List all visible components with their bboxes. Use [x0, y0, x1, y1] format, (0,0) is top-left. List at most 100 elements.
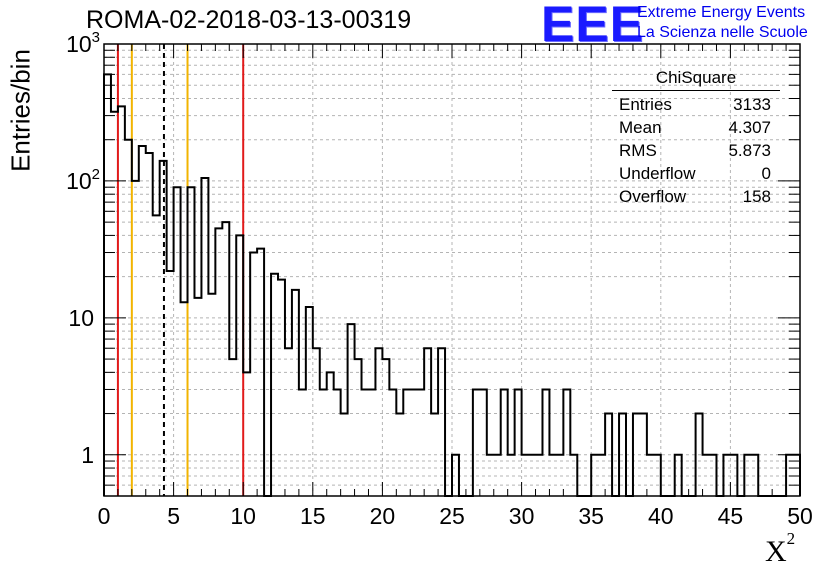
histogram-bin	[452, 455, 459, 496]
histogram-bin	[153, 215, 160, 496]
histogram-bin	[389, 389, 396, 496]
stats-row-entries: Entries 3133	[612, 93, 780, 116]
stats-label: Overflow	[619, 187, 687, 206]
histogram-bin	[529, 455, 536, 496]
histogram-bin	[696, 414, 703, 496]
stats-title: ChiSquare	[612, 68, 780, 91]
stats-label: Mean	[619, 118, 662, 137]
histogram-bin	[250, 253, 257, 496]
histogram-bin	[194, 298, 201, 496]
x-tick-label: 0	[98, 503, 111, 529]
histogram-bin	[278, 280, 285, 496]
histogram-bin	[271, 274, 278, 496]
histogram-bin	[598, 455, 605, 496]
stats-value: 5.873	[728, 141, 771, 160]
stats-box: ChiSquare Entries 3133 Mean 4.307 RMS 5.873…	[612, 68, 780, 208]
x-axis-label-base: X	[765, 535, 787, 568]
histogram-bin	[522, 455, 529, 496]
histogram-bin	[292, 290, 299, 496]
histogram-bin	[257, 249, 264, 496]
x-tick-label: 20	[370, 503, 396, 529]
histogram-bin	[320, 389, 327, 496]
histogram-bin	[167, 271, 174, 496]
histogram-bin	[403, 389, 410, 496]
histogram-bin	[515, 389, 522, 496]
y-tick-label: 1	[81, 442, 94, 468]
histogram-bin	[640, 414, 647, 496]
x-axis-label: X2	[765, 529, 795, 569]
histogram-bin	[563, 389, 570, 496]
histogram-bin	[647, 455, 654, 496]
stats-label: RMS	[619, 141, 657, 160]
histogram-bin	[243, 372, 250, 496]
histogram-bin	[313, 348, 320, 496]
histogram-bin	[222, 222, 229, 496]
histogram-bin	[654, 455, 661, 496]
histogram-bin	[424, 348, 431, 496]
stats-row-mean: Mean 4.307	[612, 116, 780, 139]
histogram-bin	[723, 455, 730, 496]
histogram-bin	[160, 161, 167, 496]
histogram-bin	[146, 153, 153, 496]
x-tick-label: 25	[439, 503, 465, 529]
histogram-bin	[730, 455, 737, 496]
histogram-bin	[104, 74, 111, 496]
histogram-bin	[473, 389, 480, 496]
histogram-bin	[710, 455, 717, 496]
histogram-bin	[327, 372, 334, 496]
stats-label: Entries	[619, 95, 672, 114]
x-tick-label: 40	[648, 503, 674, 529]
histogram-bin	[201, 178, 208, 496]
x-tick-label: 5	[167, 503, 180, 529]
histogram-bin	[139, 146, 146, 496]
x-axis-label-sup: 2	[786, 529, 796, 548]
stats-value: 4.307	[728, 118, 771, 137]
stats-value: 3133	[733, 95, 771, 114]
histogram-bin	[591, 455, 598, 496]
histogram-bin	[132, 181, 139, 496]
histogram-bin	[181, 302, 188, 496]
histogram-bin	[619, 414, 626, 496]
histogram-bin	[751, 455, 758, 496]
histogram-bin	[744, 455, 751, 496]
histogram-bin	[362, 389, 369, 496]
y-tick-label: 103	[66, 29, 100, 57]
histogram-bin	[368, 389, 375, 496]
histogram-bin	[549, 455, 556, 496]
x-tick-label: 50	[787, 503, 813, 529]
y-tick-label: 102	[66, 166, 100, 194]
histogram-bin	[334, 389, 341, 496]
stats-row-underflow: Underflow 0	[612, 162, 780, 185]
stats-label: Underflow	[619, 164, 696, 183]
histogram-bin	[480, 389, 487, 496]
histogram-bin	[487, 455, 494, 496]
histogram-bin	[410, 389, 417, 496]
histogram-bin	[188, 187, 195, 496]
x-tick-label: 45	[718, 503, 744, 529]
histogram-bin	[396, 414, 403, 496]
histogram-bin	[501, 389, 508, 496]
histogram-bin	[375, 348, 382, 496]
histogram-bin	[675, 455, 682, 496]
histogram-bin	[633, 414, 640, 496]
histogram-bin	[417, 389, 424, 496]
histogram-bin	[438, 348, 445, 496]
eee-logo-letters: EEE	[541, 0, 645, 52]
histogram-bin	[348, 324, 355, 496]
eee-logo-line2: La Scienza nelle Scuole	[637, 24, 808, 41]
histogram-bin	[236, 235, 243, 496]
histogram-bin	[208, 294, 215, 496]
histogram-bin	[299, 389, 306, 496]
histogram-bin	[382, 359, 389, 496]
histogram-bin	[306, 307, 313, 496]
eee-logo-line1: Extreme Energy Events	[637, 4, 806, 21]
histogram-bin	[229, 359, 236, 496]
histogram-bin	[355, 359, 362, 496]
histogram-bin	[111, 112, 118, 496]
stats-row-overflow: Overflow 158	[612, 185, 780, 208]
histogram-bin	[508, 455, 515, 496]
histogram-bin	[570, 455, 577, 496]
histogram-bin	[174, 187, 181, 496]
histogram-bin	[542, 389, 549, 496]
